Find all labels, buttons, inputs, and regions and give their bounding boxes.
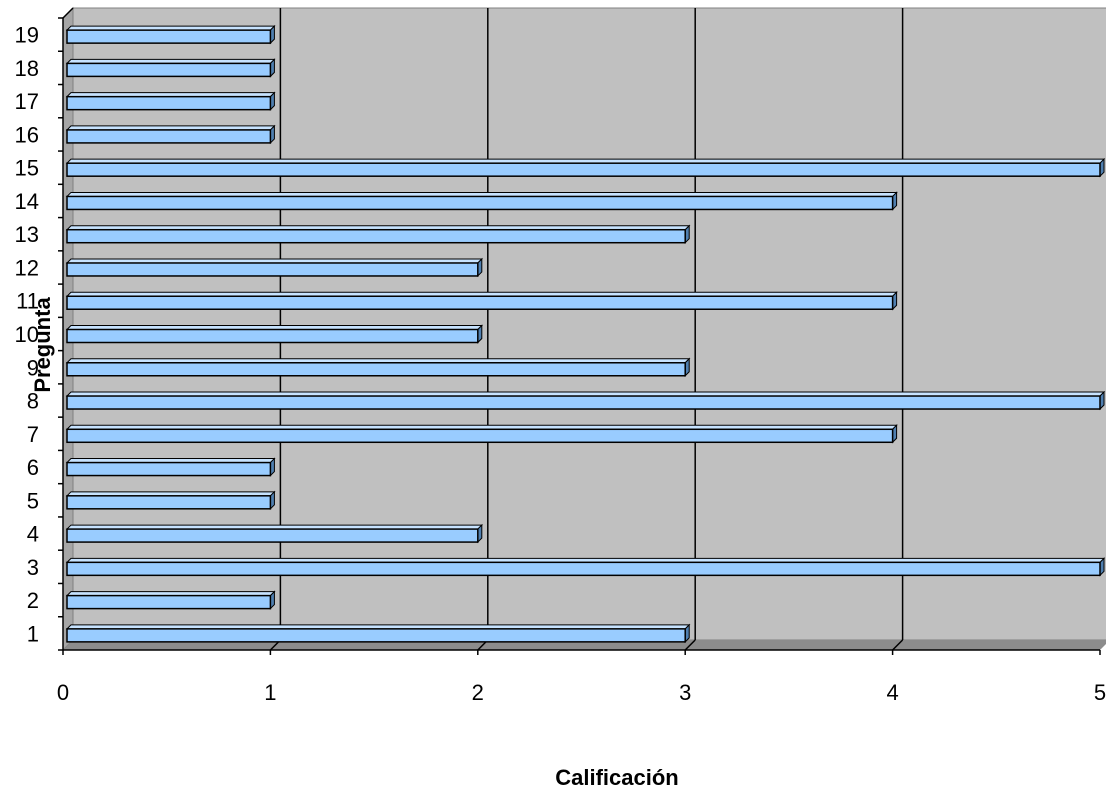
bar [65, 58, 276, 78]
bar [65, 424, 898, 444]
bar-front [66, 594, 272, 610]
y-tick-label: 18 [15, 56, 39, 81]
bar-front [66, 561, 1101, 577]
bar-front [66, 228, 686, 244]
y-tick-label: 6 [27, 455, 39, 480]
y-tick-label: 7 [27, 422, 39, 447]
bar [65, 157, 1106, 178]
x-tick-label: 1 [264, 680, 276, 705]
bar [65, 390, 1106, 411]
bar [65, 590, 276, 610]
y-tick-label: 12 [15, 255, 39, 280]
bar [65, 291, 898, 311]
bar-front [66, 362, 686, 377]
y-tick-label: 11 [16, 289, 39, 314]
x-tick-label: 0 [57, 680, 69, 705]
x-tick-labels: 0 1 2 3 4 5 [57, 680, 1106, 705]
axis-corner [62, 7, 74, 19]
y-tick-label: 15 [15, 156, 39, 181]
bar-front [66, 129, 272, 144]
bar-front [66, 628, 686, 643]
bars [65, 24, 1106, 644]
bar [65, 523, 484, 544]
bar [65, 191, 898, 211]
bar-front [66, 428, 894, 444]
bar [65, 623, 691, 644]
gridline [892, 639, 904, 651]
bar [65, 91, 276, 111]
bar [65, 224, 691, 244]
y-tick-label: 3 [27, 555, 39, 580]
y-tick-label: 13 [15, 222, 39, 247]
x-tick-label: 2 [472, 680, 484, 705]
bar-front [66, 62, 272, 78]
gridline [684, 639, 696, 651]
y-tick-label: 10 [15, 322, 39, 347]
bar-front [66, 328, 479, 344]
bar [65, 257, 484, 278]
bar [65, 490, 276, 511]
bar [65, 557, 1106, 577]
y-tick-label: 16 [15, 122, 39, 147]
bar-front [66, 95, 272, 111]
y-tick-label: 9 [27, 355, 39, 380]
y-tick-label: 14 [15, 189, 39, 214]
y-tick-label: 17 [15, 89, 39, 114]
y-axis-title: Pregunta [30, 297, 55, 393]
y-tick-label: 2 [27, 588, 39, 613]
bar-front [66, 29, 272, 44]
bar-front [66, 162, 1101, 177]
bar [65, 24, 276, 45]
bar-front [66, 395, 1101, 410]
y-tick-label: 8 [27, 389, 39, 414]
bar-front [66, 528, 479, 543]
x-tick-label: 4 [886, 680, 898, 705]
bar [65, 457, 276, 477]
bar-front [66, 495, 272, 510]
bar-front [66, 295, 894, 310]
y-tick-label: 1 [27, 621, 39, 646]
y-tick-label: 5 [27, 488, 39, 513]
x-axis-title: Calificación [555, 765, 678, 790]
y-tick-label: 19 [15, 23, 39, 48]
x-tick-label: 3 [679, 680, 691, 705]
bar-front [66, 262, 479, 277]
bar-front [66, 461, 272, 477]
bar [65, 124, 276, 145]
x-tick-label: 5 [1094, 680, 1106, 705]
y-tick-label: 4 [27, 522, 39, 547]
bar-front [66, 195, 894, 211]
axes [58, 7, 1101, 655]
bar [65, 324, 484, 344]
bar [65, 357, 691, 377]
